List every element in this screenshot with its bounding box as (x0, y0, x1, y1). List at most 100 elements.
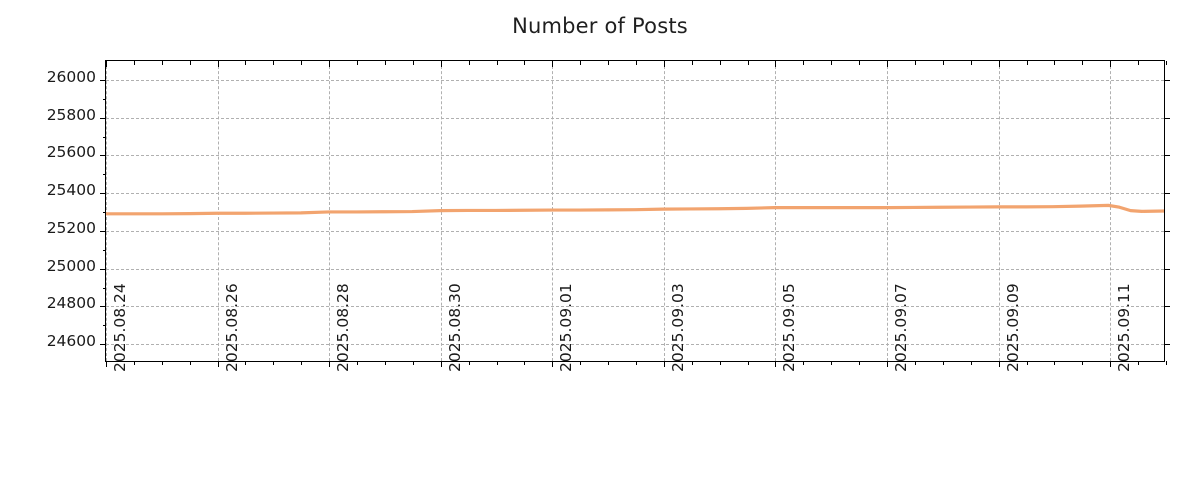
x-axis-tick (775, 361, 777, 367)
y-axis-tick-label: 25800 (46, 105, 96, 124)
x-axis-minor-tick (580, 361, 582, 365)
x-axis-minor-tick (1138, 361, 1140, 365)
series-line-number-of-posts (106, 203, 1165, 216)
y-axis-tick-label: 24800 (46, 294, 96, 313)
x-axis-minor-tick-top (747, 61, 749, 65)
gridline-vertical (106, 61, 107, 361)
y-axis-tick-right (1164, 344, 1170, 346)
x-axis-minor-tick (412, 361, 414, 365)
x-axis-minor-tick-top (468, 61, 470, 65)
x-axis-minor-tick (245, 361, 247, 365)
y-axis-tick-right (1164, 79, 1170, 81)
y-axis-tick (100, 117, 106, 119)
page-title: Number of Posts (512, 14, 688, 38)
x-axis-minor-tick (384, 361, 386, 365)
x-axis-minor-tick (1166, 361, 1167, 365)
gridline-vertical (1110, 61, 1112, 361)
x-axis-minor-tick-top (357, 61, 359, 65)
y-axis-tick-right (1164, 117, 1170, 119)
y-axis-minor-tick (102, 249, 106, 251)
y-axis-tick-label: 25200 (46, 218, 96, 237)
gridline-horizontal (106, 268, 1164, 270)
gridline-horizontal (106, 344, 1164, 346)
x-axis-minor-tick-top (133, 61, 135, 65)
plot-area (100, 60, 1170, 367)
x-axis-tick-top (440, 61, 442, 67)
gridline-vertical (998, 61, 1000, 361)
x-axis-tick-top (663, 61, 665, 67)
x-axis-minor-tick-top (1054, 61, 1056, 65)
x-axis-minor-tick-top (831, 61, 833, 65)
x-axis-minor-tick (691, 361, 693, 365)
x-axis-minor-tick (747, 361, 749, 365)
x-axis-minor-tick-top (691, 61, 693, 65)
x-axis-tick (1110, 361, 1112, 367)
x-axis-minor-tick-top (496, 61, 498, 65)
x-axis-minor-tick (1054, 361, 1056, 365)
x-axis-tick-top (998, 61, 1000, 67)
x-axis-minor-tick (301, 361, 303, 365)
x-axis-minor-tick-top (1138, 61, 1140, 65)
y-axis-minor-tick (102, 98, 106, 100)
x-axis-tick-top (106, 61, 107, 67)
gridline-vertical (775, 61, 777, 361)
y-axis-tick-right (1164, 230, 1170, 232)
y-axis-tick-label: 25600 (46, 143, 96, 162)
y-axis-tick (100, 268, 106, 270)
gridline-horizontal (106, 79, 1164, 81)
x-axis-minor-tick-top (384, 61, 386, 65)
x-axis-tick-top (552, 61, 554, 67)
y-axis-tick-label: 25000 (46, 256, 96, 275)
x-axis-minor-tick (970, 361, 972, 365)
gridline-horizontal (106, 117, 1164, 119)
y-axis-tick-label: 24600 (46, 332, 96, 351)
x-axis-minor-tick-top (942, 61, 944, 65)
x-axis-minor-tick-top (914, 61, 916, 65)
x-axis-minor-tick-top (1026, 61, 1028, 65)
x-axis-minor-tick-top (301, 61, 303, 65)
gridline-vertical (663, 61, 665, 361)
gridline-vertical (887, 61, 889, 361)
x-axis-minor-tick (719, 361, 721, 365)
gridline-vertical (217, 61, 219, 361)
x-axis-minor-tick-top (245, 61, 247, 65)
x-axis-tick (217, 361, 219, 367)
x-axis-tick (552, 361, 554, 367)
x-axis-minor-tick (636, 361, 637, 365)
y-axis-minor-tick (102, 325, 106, 327)
x-axis-minor-tick-top (524, 61, 526, 65)
x-axis-minor-tick (161, 361, 163, 365)
y-axis-tick (100, 193, 106, 195)
x-axis-minor-tick-top (803, 61, 805, 65)
y-axis-minor-tick (102, 174, 106, 176)
x-axis-minor-tick-top (1166, 61, 1167, 65)
x-axis-minor-tick (859, 361, 861, 365)
y-axis-tick (100, 155, 106, 157)
x-axis-tick (998, 361, 1000, 367)
x-axis-minor-tick-top (412, 61, 414, 65)
x-axis-minor-tick (803, 361, 805, 365)
x-axis-minor-tick (357, 361, 359, 365)
x-axis-minor-tick (133, 361, 135, 365)
y-axis-tick (100, 344, 106, 346)
x-axis-minor-tick (1026, 361, 1028, 365)
x-axis-tick-top (217, 61, 219, 67)
y-axis-tick-right (1164, 193, 1170, 195)
y-axis-tick-right (1164, 268, 1170, 270)
x-axis-minor-tick (273, 361, 275, 365)
y-axis-tick-label: 26000 (46, 67, 96, 86)
x-axis-tick-top (1110, 61, 1112, 67)
gridline-horizontal (106, 193, 1164, 195)
x-axis-tick (440, 361, 442, 367)
gridline-horizontal (106, 230, 1164, 232)
x-axis-minor-tick-top (636, 61, 637, 65)
x-axis-minor-tick (942, 361, 944, 365)
y-axis-tick (100, 230, 106, 232)
x-axis-minor-tick (608, 361, 610, 365)
y-axis-minor-tick (102, 287, 106, 289)
y-axis-tick-right (1164, 155, 1170, 157)
x-axis-minor-tick (524, 361, 526, 365)
x-axis-minor-tick (1082, 361, 1084, 365)
series-layer (106, 203, 1165, 216)
x-axis-minor-tick-top (161, 61, 163, 65)
